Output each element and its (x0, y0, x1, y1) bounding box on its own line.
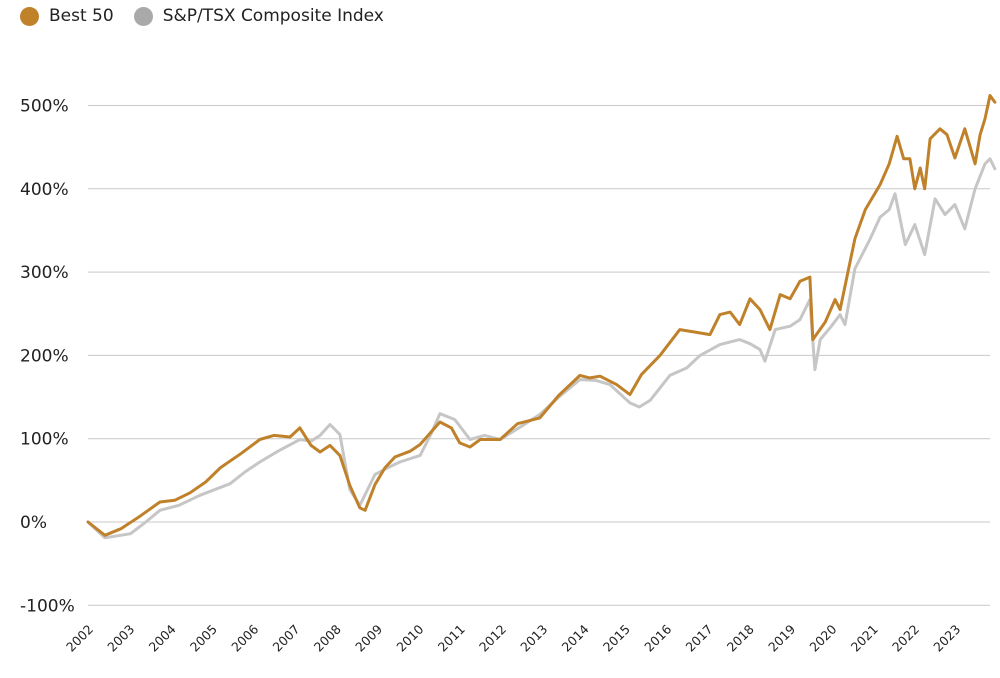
legend: Best 50 S&P/TSX Composite Index (20, 6, 404, 26)
legend-item-best-50[interactable]: Best 50 (20, 6, 114, 26)
x-tick-label: 2005 (187, 622, 220, 655)
legend-label: Best 50 (49, 6, 114, 26)
y-tick-label: 0% (20, 513, 47, 533)
y-tick-label: 400% (20, 180, 69, 200)
x-tick-label: 2018 (724, 621, 757, 654)
series-line-tsx (86, 157, 997, 540)
x-tick-label: 2006 (228, 621, 261, 654)
x-tick-label: 2008 (311, 621, 344, 654)
x-tick-label: 2022 (889, 622, 922, 655)
x-tick-label: 2016 (641, 621, 674, 654)
legend-swatch-tsx (133, 6, 153, 26)
x-tick-label: 2013 (517, 622, 550, 655)
series-line-best-50 (86, 94, 997, 537)
x-tick-label: 2019 (765, 621, 798, 654)
y-tick-label: 300% (20, 263, 69, 283)
y-tick-label: 200% (20, 346, 69, 366)
y-tick-label: 100% (20, 430, 69, 450)
x-tick-label: 2017 (683, 622, 716, 655)
legend-label: S&P/TSX Composite Index (162, 6, 384, 26)
x-tick-label: 2009 (352, 621, 385, 654)
legend-swatch-best-50 (20, 6, 39, 26)
x-tick-label: 2023 (930, 622, 963, 655)
x-tick-label: 2002 (63, 622, 96, 655)
legend-item-tsx[interactable]: S&P/TSX Composite Index (133, 6, 384, 26)
x-tick-label: 2015 (600, 622, 633, 655)
x-tick-label: 2003 (104, 622, 137, 655)
x-tick-label: 2011 (435, 622, 468, 655)
x-tick-label: 2012 (476, 622, 509, 655)
x-tick-label: 2020 (806, 621, 839, 654)
x-tick-label: 2004 (146, 621, 179, 654)
y-tick-label: -100% (20, 596, 75, 616)
x-tick-label: 2021 (848, 622, 881, 655)
y-tick-label: 500% (20, 97, 69, 117)
x-tick-label: 2007 (270, 622, 303, 655)
x-tick-label: 2010 (393, 621, 426, 654)
x-tick-label: 2014 (559, 621, 592, 654)
